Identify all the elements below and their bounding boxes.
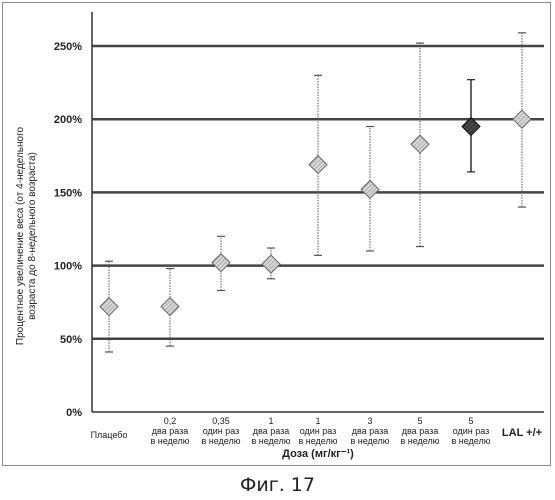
data-point bbox=[309, 156, 327, 174]
data-point bbox=[262, 255, 280, 273]
x-tick-label: 1два разав неделю bbox=[251, 416, 290, 446]
x-tick-line: два раза bbox=[352, 426, 388, 436]
y-axis-label-line: возраста до 8-недельного возраста) bbox=[27, 152, 38, 320]
x-tick-line: два раза bbox=[152, 426, 188, 436]
x-tick-line: 0,35 bbox=[212, 416, 230, 426]
x-tick-line: 1 bbox=[315, 416, 320, 426]
y-axis-label: Процентное увеличение веса (от 4-недельн… bbox=[15, 126, 38, 345]
x-tick-line: в неделю bbox=[451, 436, 490, 446]
x-tick-label: 0,2два разав неделю bbox=[150, 416, 189, 446]
x-tick-line: в неделю bbox=[251, 436, 290, 446]
y-tick-labels: 0% 50% 100% 150% 200% 250% bbox=[54, 41, 82, 419]
y-tick-label: 150% bbox=[54, 187, 82, 199]
data-point bbox=[212, 254, 230, 272]
x-tick-line: в неделю bbox=[400, 436, 439, 446]
x-tick-line: 5 bbox=[468, 416, 473, 426]
x-tick-line: в неделю bbox=[201, 436, 240, 446]
data-points bbox=[100, 110, 531, 315]
figure-caption: Фиг. 17 bbox=[0, 474, 555, 496]
x-tick-line: два раза bbox=[253, 426, 289, 436]
x-tick-label: 5один разв неделю bbox=[451, 416, 490, 446]
x-tick-label: 3два разав неделю bbox=[350, 416, 389, 446]
x-tick-line: один раз bbox=[453, 426, 490, 436]
x-tick-line: один раз bbox=[300, 426, 337, 436]
x-tick-line: 3 bbox=[367, 416, 372, 426]
data-point bbox=[161, 298, 179, 316]
x-tick-line: один раз bbox=[203, 426, 240, 436]
data-point bbox=[100, 298, 118, 316]
x-tick-line: LAL +/+ bbox=[502, 427, 542, 439]
y-tick-label: 250% bbox=[54, 41, 82, 53]
y-axis-label-line: Процентное увеличение веса (от 4-недельн… bbox=[15, 126, 26, 345]
x-tick-line: в неделю bbox=[150, 436, 189, 446]
x-tick-line: два раза bbox=[402, 426, 438, 436]
chart: 0%50%100%150%200%250% Плацебо0,2два раза… bbox=[0, 0, 555, 470]
x-tick-label: 1один разв неделю bbox=[298, 416, 337, 446]
x-tick-label: 0,35один разв неделю bbox=[201, 416, 240, 446]
data-point bbox=[361, 180, 379, 198]
data-point bbox=[411, 135, 429, 153]
x-tick-line: 5 bbox=[417, 416, 422, 426]
x-tick-line: 0,2 bbox=[164, 416, 177, 426]
x-tick-line: 1 bbox=[268, 416, 273, 426]
y-tick-label: 0% bbox=[66, 407, 82, 419]
x-axis-label: Доза (мг/кг⁻¹) bbox=[282, 448, 354, 460]
y-tick-label: 200% bbox=[54, 114, 82, 126]
x-tick-label: 5два разав неделю bbox=[400, 416, 439, 446]
y-tick-label: 50% bbox=[60, 334, 82, 346]
data-point bbox=[513, 110, 531, 128]
x-tick-line: в неделю bbox=[350, 436, 389, 446]
x-tick-label: Плацебо bbox=[91, 430, 128, 440]
x-tick-line: в неделю bbox=[298, 436, 337, 446]
y-tick-label: 100% bbox=[54, 261, 82, 273]
x-tick-label: LAL +/+ bbox=[502, 427, 542, 439]
x-tick-line: Плацебо bbox=[91, 430, 128, 440]
x-tick-labels: Плацебо0,2два разав неделю0,35один разв … bbox=[91, 416, 543, 446]
